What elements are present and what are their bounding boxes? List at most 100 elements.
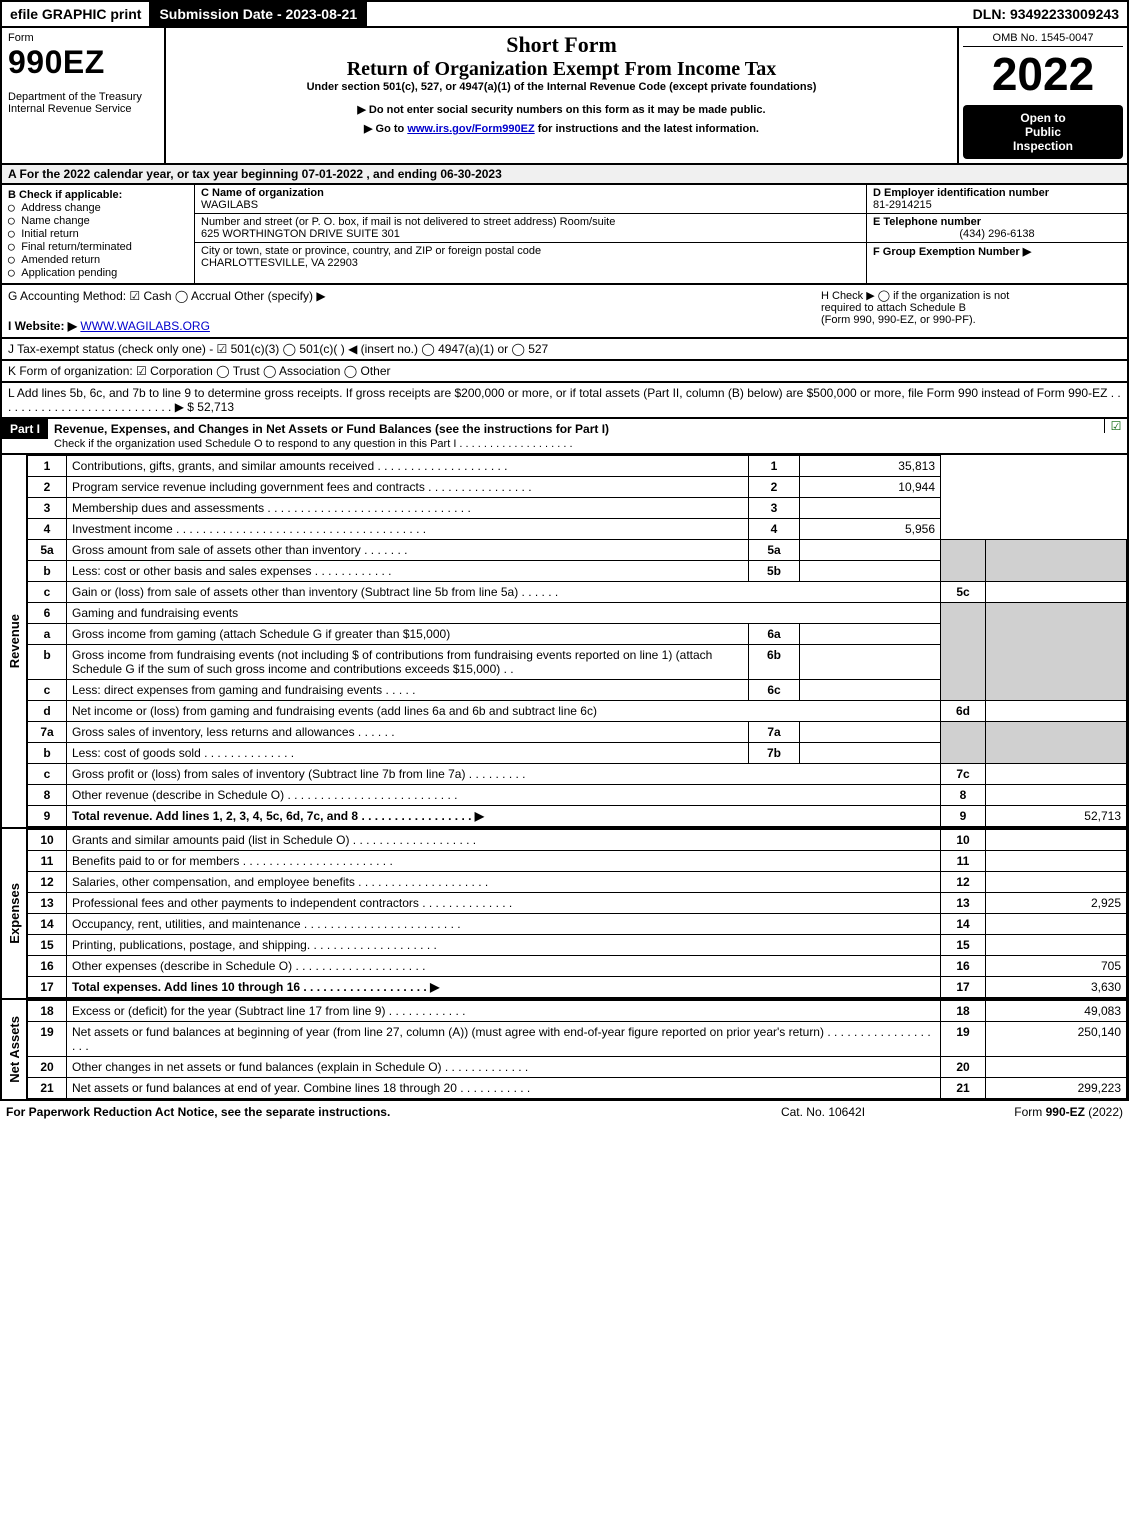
- section-L: L Add lines 5b, 6c, and 7b to line 9 to …: [0, 383, 1129, 419]
- part-I-title: Revenue, Expenses, and Changes in Net As…: [54, 422, 609, 436]
- line-5a: 5aGross amount from sale of assets other…: [28, 540, 1127, 561]
- line-19: 19 Net assets or fund balances at beginn…: [28, 1022, 1127, 1057]
- B-opt-3[interactable]: ◯ Final return/terminated: [8, 240, 188, 253]
- goto-pre: ▶ Go to: [364, 123, 407, 135]
- dept-line-2: Internal Revenue Service: [8, 103, 158, 115]
- org-city: CHARLOTTESVILLE, VA 22903: [201, 257, 860, 269]
- footer-cat: Cat. No. 10642I: [723, 1105, 923, 1119]
- revenue-table: 1 Contributions, gifts, grants, and simi…: [27, 455, 1127, 827]
- I-pre: I Website: ▶: [8, 319, 77, 333]
- section-F: F Group Exemption Number ▶: [867, 243, 1127, 260]
- telephone: (434) 296-6138: [873, 228, 1121, 240]
- irs-link[interactable]: www.irs.gov/Form990EZ: [407, 123, 534, 135]
- sections-BCDEF: B Check if applicable: ◯ Address change …: [0, 185, 1129, 285]
- line-18: 18 Excess or (deficit) for the year (Sub…: [28, 1001, 1127, 1022]
- B-opt-5[interactable]: ◯ Application pending: [8, 266, 188, 279]
- C-name-block: C Name of organization WAGILABS: [195, 185, 866, 214]
- form-subtitle: Under section 501(c), 527, or 4947(a)(1)…: [170, 81, 953, 93]
- H-l3: (Form 990, 990-EZ, or 990-PF).: [821, 314, 1121, 326]
- footer-right: Form 990-EZ (2022): [923, 1105, 1123, 1119]
- line-4: 4 Investment income . . . . . . . . . . …: [28, 519, 1127, 540]
- submission-date: Submission Date - 2023-08-21: [151, 2, 367, 26]
- line-10: 10 Grants and similar amounts paid (list…: [28, 830, 1127, 851]
- B-opt-2[interactable]: ◯ Initial return: [8, 227, 188, 240]
- form-label: Form: [8, 32, 158, 44]
- form-title: Return of Organization Exempt From Incom…: [170, 58, 953, 81]
- part-I-header: Part I Revenue, Expenses, and Changes in…: [0, 419, 1129, 455]
- part-I-title-wrap: Revenue, Expenses, and Changes in Net As…: [48, 419, 1104, 453]
- form-title-block: Short Form Return of Organization Exempt…: [166, 28, 959, 163]
- footer-left: For Paperwork Reduction Act Notice, see …: [6, 1105, 723, 1119]
- part-I-sub: Check if the organization used Schedule …: [54, 438, 573, 450]
- section-J: J Tax-exempt status (check only one) - ☑…: [0, 339, 1129, 361]
- netassets-section: Net Assets 18 Excess or (deficit) for th…: [0, 1000, 1129, 1101]
- header-spacer: [367, 2, 965, 26]
- section-I: I Website: ▶ WWW.WAGILABS.ORG: [8, 319, 821, 333]
- part-I-label: Part I: [2, 419, 48, 439]
- E-label: E Telephone number: [873, 216, 1121, 228]
- warn-ssn: ▶ Do not enter social security numbers o…: [170, 103, 953, 116]
- line-6d: dNet income or (loss) from gaming and fu…: [28, 701, 1127, 722]
- C-addr-block: Number and street (or P. O. box, if mail…: [195, 214, 866, 243]
- L-val: $ 52,713: [187, 400, 234, 414]
- line-21: 21 Net assets or fund balances at end of…: [28, 1078, 1127, 1099]
- org-name: WAGILABS: [201, 199, 860, 211]
- line-15: 15 Printing, publications, postage, and …: [28, 935, 1127, 956]
- C-label: C Name of organization: [201, 187, 860, 199]
- line-8: 8Other revenue (describe in Schedule O) …: [28, 785, 1127, 806]
- line-9: 9Total revenue. Add lines 1, 2, 3, 4, 5c…: [28, 806, 1127, 827]
- page-footer: For Paperwork Reduction Act Notice, see …: [0, 1101, 1129, 1123]
- open-2: Public: [969, 125, 1117, 139]
- line-13: 13 Professional fees and other payments …: [28, 893, 1127, 914]
- section-E: E Telephone number (434) 296-6138: [867, 214, 1127, 243]
- B-opt-4[interactable]: ◯ Amended return: [8, 253, 188, 266]
- expenses-section: Expenses 10 Grants and similar amounts p…: [0, 829, 1129, 1000]
- form-id-block: Form 990EZ Department of the Treasury In…: [2, 28, 166, 163]
- open-1: Open to: [969, 111, 1117, 125]
- header-bar: efile GRAPHIC print Submission Date - 20…: [0, 0, 1129, 28]
- line-20: 20 Other changes in net assets or fund b…: [28, 1057, 1127, 1078]
- tax-year: 2022: [963, 47, 1123, 101]
- B-label: B Check if applicable:: [8, 189, 188, 201]
- C-city-block: City or town, state or province, country…: [195, 243, 866, 271]
- org-address: 625 WORTHINGTON DRIVE SUITE 301: [201, 228, 860, 240]
- H-l2: required to attach Schedule B: [821, 302, 1121, 314]
- sections-DEF: D Employer identification number 81-2914…: [866, 185, 1127, 283]
- line-12: 12 Salaries, other compensation, and emp…: [28, 872, 1127, 893]
- dln: DLN: 93492233009243: [965, 2, 1127, 26]
- sections-GH: G Accounting Method: ☑ Cash ◯ Accrual Ot…: [0, 285, 1129, 339]
- L-text: L Add lines 5b, 6c, and 7b to line 9 to …: [8, 386, 1121, 414]
- open-3: Inspection: [969, 139, 1117, 153]
- section-C: C Name of organization WAGILABS Number a…: [195, 185, 866, 283]
- efile-label: efile GRAPHIC print: [2, 2, 151, 26]
- netassets-side-label: Net Assets: [2, 1000, 27, 1099]
- C-city-label: City or town, state or province, country…: [201, 245, 860, 257]
- website-link[interactable]: WWW.WAGILABS.ORG: [80, 319, 210, 333]
- F-label: F Group Exemption Number ▶: [873, 245, 1121, 258]
- B-opt-0[interactable]: ◯ Address change: [8, 201, 188, 214]
- line-3: 3 Membership dues and assessments . . . …: [28, 498, 1127, 519]
- line-16: 16 Other expenses (describe in Schedule …: [28, 956, 1127, 977]
- revenue-side-label: Revenue: [2, 455, 27, 827]
- line-14: 14 Occupancy, rent, utilities, and maint…: [28, 914, 1127, 935]
- line-7c: cGross profit or (loss) from sales of in…: [28, 764, 1127, 785]
- line-2: 2 Program service revenue including gove…: [28, 477, 1127, 498]
- line-7a: 7aGross sales of inventory, less returns…: [28, 722, 1127, 743]
- line-17: 17 Total expenses. Add lines 10 through …: [28, 977, 1127, 998]
- form-top-block: Form 990EZ Department of the Treasury In…: [0, 28, 1129, 165]
- line-1: 1 Contributions, gifts, grants, and simi…: [28, 456, 1127, 477]
- line-6: 6Gaming and fundraising events: [28, 603, 1127, 624]
- B-opt-1[interactable]: ◯ Name change: [8, 214, 188, 227]
- expenses-table: 10 Grants and similar amounts paid (list…: [27, 829, 1127, 998]
- dept-line-1: Department of the Treasury: [8, 91, 158, 103]
- revenue-section: Revenue 1 Contributions, gifts, grants, …: [0, 455, 1129, 829]
- section-D: D Employer identification number 81-2914…: [867, 185, 1127, 214]
- part-I-check[interactable]: ☑: [1104, 419, 1127, 433]
- goto-post: for instructions and the latest informat…: [538, 123, 759, 135]
- short-form: Short Form: [170, 32, 953, 58]
- C-addr-label: Number and street (or P. O. box, if mail…: [201, 216, 860, 228]
- G-text: G Accounting Method: ☑ Cash ◯ Accrual Ot…: [8, 289, 821, 303]
- line-11: 11 Benefits paid to or for members . . .…: [28, 851, 1127, 872]
- D-label: D Employer identification number: [873, 187, 1121, 199]
- section-A: A For the 2022 calendar year, or tax yea…: [0, 165, 1129, 185]
